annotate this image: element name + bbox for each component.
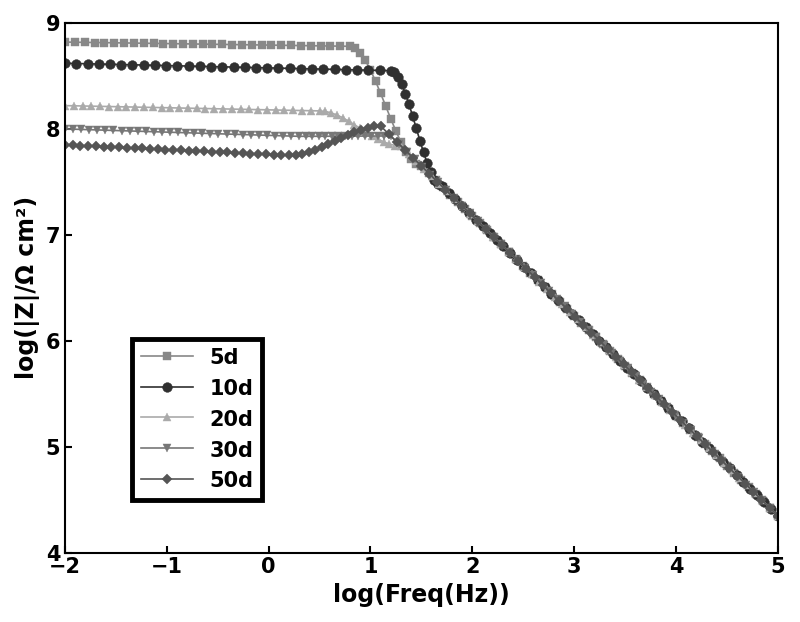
50d xyxy=(176,147,186,154)
Line: 30d: 30d xyxy=(61,125,782,519)
Legend: 5d, 10d, 20d, 30d, 50d: 5d, 10d, 20d, 30d, 50d xyxy=(133,339,262,500)
5d xyxy=(60,39,70,46)
20d xyxy=(558,300,567,308)
20d xyxy=(773,512,782,519)
30d xyxy=(623,364,633,372)
10d xyxy=(642,384,652,391)
5d xyxy=(178,40,188,47)
10d xyxy=(229,63,238,71)
20d xyxy=(627,368,637,376)
50d xyxy=(627,369,637,376)
5d xyxy=(247,41,257,49)
Y-axis label: log(|Z|/Ω cm²): log(|Z|/Ω cm²) xyxy=(15,196,40,379)
20d xyxy=(419,165,429,172)
30d xyxy=(773,512,782,519)
Line: 50d: 50d xyxy=(62,123,781,519)
10d xyxy=(274,64,283,72)
30d xyxy=(182,129,191,136)
50d xyxy=(408,154,418,162)
10d xyxy=(581,323,590,331)
30d xyxy=(214,130,223,137)
5d xyxy=(208,40,218,48)
10d xyxy=(458,202,467,210)
20d xyxy=(60,102,70,109)
10d xyxy=(773,512,782,519)
10d xyxy=(195,63,205,70)
5d xyxy=(634,376,644,384)
30d xyxy=(552,295,562,302)
50d xyxy=(773,512,782,519)
X-axis label: log(Freq(Hz)): log(Freq(Hz)) xyxy=(333,583,510,607)
5d xyxy=(438,183,448,191)
Line: 10d: 10d xyxy=(60,58,782,521)
50d xyxy=(207,148,217,156)
50d xyxy=(153,146,162,153)
20d xyxy=(227,105,237,113)
5d xyxy=(570,312,579,320)
30d xyxy=(157,128,166,136)
5d xyxy=(773,512,782,519)
50d xyxy=(554,297,564,305)
50d xyxy=(376,123,386,130)
30d xyxy=(60,125,70,132)
50d xyxy=(60,141,70,149)
30d xyxy=(410,156,419,163)
Line: 5d: 5d xyxy=(61,38,782,519)
Line: 20d: 20d xyxy=(61,101,782,519)
10d xyxy=(60,60,70,67)
20d xyxy=(192,104,202,112)
20d xyxy=(166,104,175,111)
